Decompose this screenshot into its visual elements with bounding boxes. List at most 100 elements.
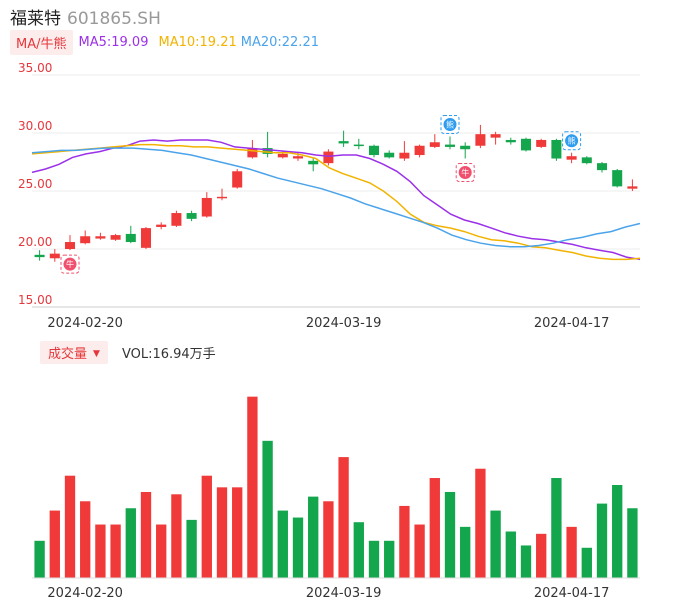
candle[interactable] (156, 222, 167, 230)
volume-bar[interactable] (308, 496, 319, 578)
volume-toggle-button[interactable]: 成交量 ▼ (40, 340, 108, 364)
volume-bar[interactable] (140, 491, 152, 578)
candle[interactable] (338, 130, 349, 147)
candle[interactable] (353, 138, 364, 150)
candle[interactable] (536, 138, 547, 149)
candle-body (490, 134, 501, 138)
bear-marker-icon[interactable]: 熊 (440, 114, 460, 134)
candle[interactable] (414, 144, 425, 158)
marker-frame (455, 163, 475, 183)
volume-bar[interactable] (110, 524, 121, 578)
candle[interactable] (80, 230, 91, 245)
volume-bar[interactable] (520, 545, 532, 578)
volume-bar[interactable] (156, 524, 167, 578)
candle[interactable] (232, 168, 243, 189)
volume-bar[interactable] (80, 501, 91, 578)
candle[interactable] (490, 131, 501, 145)
volume-bar[interactable] (581, 547, 592, 578)
candle-body (323, 151, 334, 164)
candle-body (34, 254, 45, 258)
bull-marker-icon[interactable]: 牛 (455, 163, 475, 183)
candle[interactable] (444, 136, 456, 150)
volume-bar[interactable] (292, 517, 304, 578)
volume-bar[interactable] (247, 396, 258, 578)
volume-bar[interactable] (596, 503, 608, 578)
volume-bar[interactable] (444, 491, 456, 578)
volume-bar[interactable] (475, 468, 486, 578)
volume-bar[interactable] (34, 540, 45, 578)
candle[interactable] (612, 168, 623, 188)
candle[interactable] (520, 137, 532, 152)
volume-bar[interactable] (353, 522, 364, 578)
volume-bar[interactable] (414, 524, 425, 578)
volume-bar[interactable] (429, 478, 440, 578)
candle[interactable] (64, 235, 76, 251)
candle[interactable] (201, 192, 212, 218)
candle-body (460, 145, 471, 150)
candle[interactable] (140, 226, 152, 249)
volume-bar[interactable] (384, 540, 395, 578)
candle[interactable] (186, 210, 197, 222)
candle[interactable] (34, 250, 45, 261)
volume-bar[interactable] (368, 540, 380, 578)
candle[interactable] (368, 144, 380, 158)
volume-bar[interactable] (95, 524, 106, 578)
candle[interactable] (505, 137, 516, 145)
volume-bar[interactable] (186, 519, 197, 578)
volume-bar[interactable] (262, 440, 273, 578)
candle[interactable] (475, 124, 486, 149)
bull-marker-icon[interactable]: 牛 (60, 254, 80, 274)
candle[interactable] (125, 225, 136, 244)
candle[interactable] (49, 249, 60, 262)
candle[interactable] (110, 233, 121, 241)
marker-frame (562, 131, 582, 151)
candle[interactable] (95, 232, 106, 240)
volume-bar[interactable] (49, 510, 60, 578)
candle[interactable] (216, 188, 228, 201)
candle[interactable] (171, 210, 182, 227)
ma-toggle-button[interactable]: MA/牛熊 (10, 29, 73, 55)
candle[interactable] (596, 162, 608, 173)
candle[interactable] (308, 157, 319, 172)
volume-bar[interactable] (125, 508, 136, 578)
candle-body (49, 253, 60, 259)
candle[interactable] (262, 131, 273, 158)
candle[interactable] (429, 134, 440, 149)
candle[interactable] (247, 139, 258, 159)
volume-bar[interactable] (64, 475, 76, 578)
candle[interactable] (323, 149, 334, 166)
volume-bar[interactable] (551, 478, 562, 578)
candle[interactable] (566, 152, 577, 164)
candle-body (414, 145, 425, 156)
volume-toggle-label: 成交量 (48, 346, 88, 362)
candle[interactable] (551, 138, 562, 161)
candle[interactable] (399, 141, 410, 161)
volume-bar[interactable] (460, 526, 471, 578)
volume-bar[interactable] (566, 526, 577, 578)
volume-bar[interactable] (171, 494, 182, 578)
volume-bar[interactable] (490, 510, 501, 578)
ma20-line (31, 147, 641, 248)
candle[interactable] (460, 142, 471, 159)
candle[interactable] (581, 156, 592, 165)
candle-body (368, 145, 380, 156)
volume-bar[interactable] (505, 531, 516, 579)
bear-marker-icon[interactable]: 熊 (562, 131, 582, 151)
volume-bar[interactable] (323, 501, 334, 578)
volume-bar[interactable] (627, 508, 638, 578)
candle-body (338, 141, 349, 144)
volume-bar[interactable] (232, 487, 243, 578)
volume-chart[interactable]: 2024-02-20 2024-03-19 2024-04-17 (0, 365, 686, 605)
volume-bar[interactable] (399, 505, 410, 578)
candle[interactable] (627, 179, 638, 191)
candle-body (581, 157, 592, 164)
candle[interactable] (384, 150, 395, 159)
candle-body (216, 196, 228, 199)
volume-bar[interactable] (536, 533, 547, 578)
volume-bar[interactable] (216, 487, 228, 578)
volume-bar[interactable] (201, 475, 212, 578)
volume-bar[interactable] (338, 457, 349, 578)
volume-bar[interactable] (277, 510, 288, 578)
volume-bar[interactable] (612, 485, 623, 578)
